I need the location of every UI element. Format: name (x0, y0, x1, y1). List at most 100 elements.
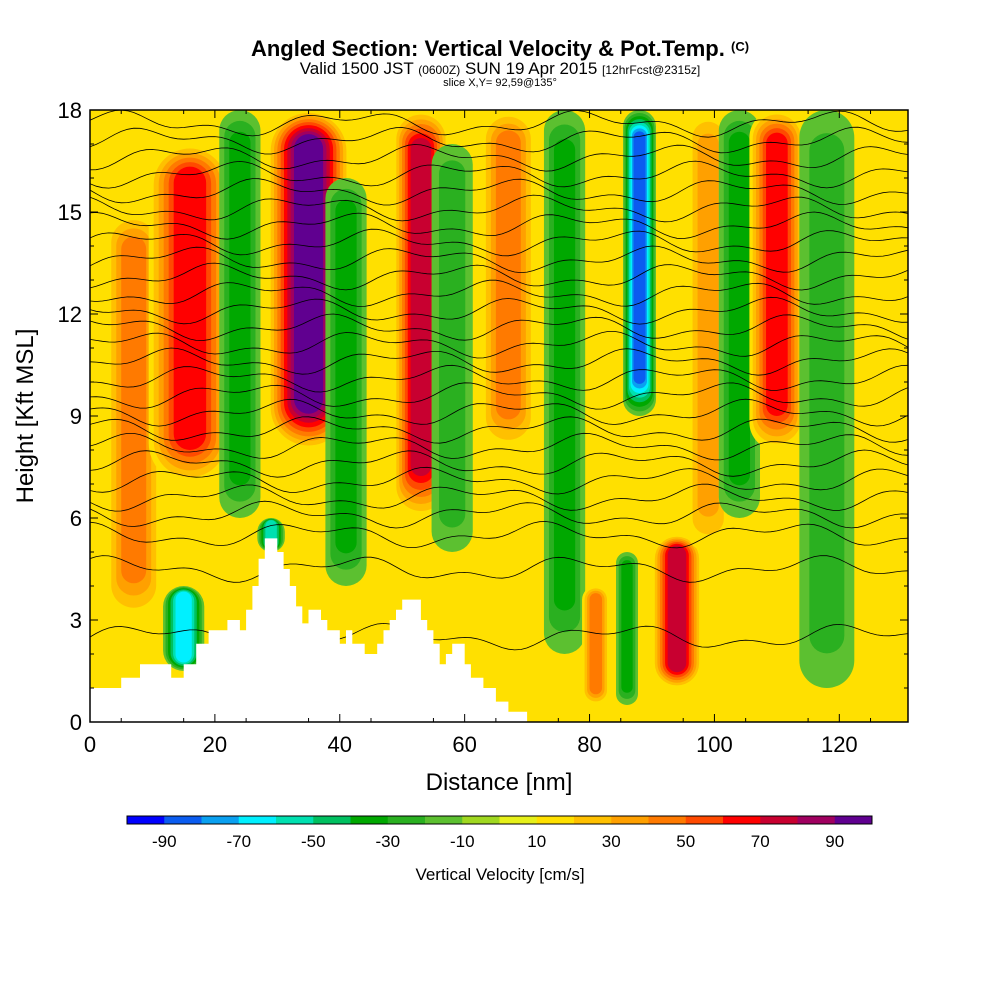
isentrope-line (90, 483, 908, 512)
chart-title-text: Angled Section: Vertical Velocity & Pot.… (250, 36, 725, 61)
x-tick-label: 120 (821, 732, 858, 757)
isentrope-line (90, 160, 908, 189)
isentrope-line (90, 364, 908, 393)
colorbar-tick-label: -50 (301, 832, 326, 851)
axes: 0 20 40 60 80 100 120 0 3 6 9 12 15 18 Distance [nm] He… (12, 98, 908, 796)
x-tick-label: 100 (696, 732, 733, 757)
isentropes (90, 110, 908, 651)
colorbar-swatch (276, 816, 314, 824)
velocity-band (410, 137, 432, 477)
colorbar-swatch (834, 816, 873, 824)
y-tick-label: 0 (70, 710, 82, 735)
x-tick-label: 40 (328, 732, 352, 757)
velocity-band (621, 560, 633, 693)
velocity-field (90, 110, 908, 722)
isentrope-line (90, 144, 908, 172)
velocity-band (175, 591, 192, 663)
velocity-column-11 (582, 586, 610, 705)
velocity-band (335, 199, 357, 554)
isentrope-line (90, 331, 908, 359)
velocity-band (439, 160, 466, 528)
colorbar-swatch (313, 816, 351, 824)
valid-time: Valid 1500 JST (299, 59, 414, 78)
y-tick-label: 6 (70, 506, 82, 531)
colorbar-frame (126, 815, 873, 825)
colorbar-swatch (127, 816, 165, 824)
velocity-column-8 (431, 144, 473, 552)
isentrope-line (90, 211, 908, 240)
velocity-band (589, 593, 603, 695)
colorbar-tick-label: 30 (602, 832, 621, 851)
isentrope-line (90, 432, 908, 461)
colorbar-swatch (387, 816, 426, 824)
colorbar-swatch (201, 816, 240, 824)
velocity-band (173, 166, 207, 450)
velocity-band (809, 133, 845, 654)
colorbar-tick-label: 50 (676, 832, 695, 851)
colorbar-swatch (164, 816, 202, 824)
isentrope-line (90, 279, 908, 307)
x-tick-label: 0 (84, 732, 96, 757)
isentrope-line (90, 126, 908, 155)
velocity-column-13 (616, 552, 638, 705)
colorbar-swatch (238, 816, 277, 824)
isentrope-line (90, 245, 908, 274)
colorbar-tick-label: 10 (527, 832, 546, 851)
forecast-info: [12hrFcst@2315z] (602, 63, 701, 77)
chart-subtitle: Valid 1500 JST (0600Z) SUN 19 Apr 2015 [… (0, 59, 1000, 79)
velocity-column-1 (148, 144, 232, 484)
valid-zulu: (0600Z) (418, 63, 461, 77)
isentrope-line (90, 262, 908, 291)
velocity-band (633, 131, 646, 384)
velocity-column-17 (749, 110, 805, 450)
velocity-band (293, 134, 324, 414)
y-tick-label: 9 (70, 404, 82, 429)
colorbar-tick-label: 90 (825, 832, 844, 851)
colorbar-swatch (350, 816, 389, 824)
velocity-band (495, 130, 521, 420)
colorbar-swatch (760, 816, 798, 824)
slice-info: slice X,Y= 92,59@135° (443, 77, 557, 89)
x-tick-label: 60 (452, 732, 476, 757)
isentrope-line (90, 110, 908, 138)
colorbar-tick-label: -30 (375, 832, 400, 851)
terrain (90, 538, 908, 722)
y-axis-label: Height [Kft MSL] (12, 329, 39, 504)
colorbar-tick-label: -10 (450, 832, 475, 851)
chart-title: Angled Section: Vertical Velocity & Pot.… (0, 36, 1000, 62)
isentrope-line (90, 178, 908, 206)
velocity-band (553, 139, 576, 611)
isentrope-line (90, 555, 908, 583)
colorbar: -90 -70 -50 -30 -10 10 30 50 70 90 Vertical Veloci… (126, 815, 873, 884)
velocity-column-3 (219, 110, 261, 518)
colorbar-swatch (425, 816, 463, 824)
velocity-column-10 (543, 110, 586, 654)
velocity-band (121, 236, 147, 584)
isentrope-line (90, 228, 908, 257)
colorbar-swatch (648, 816, 687, 824)
velocity-column-14 (652, 535, 702, 688)
colorbar-swatch (685, 816, 724, 824)
colorbar-swatch (611, 816, 649, 824)
colorbar-swatch (499, 816, 538, 824)
colorbar-swatch (536, 816, 575, 824)
isentrope-line (90, 500, 908, 529)
colorbar-swatch (723, 816, 761, 824)
isentrope-line (90, 382, 908, 410)
isentrope-line (90, 347, 908, 376)
colorbar-swatch (797, 816, 836, 824)
colorbar-label: Vertical Velocity [cm/s] (415, 865, 584, 884)
x-tick-label: 80 (577, 732, 601, 757)
isentrope-line (90, 416, 908, 444)
chart-title-unit: (C) (731, 39, 750, 54)
velocity-column-15 (687, 110, 729, 552)
velocity-band (229, 131, 251, 486)
isentrope-line (90, 313, 908, 342)
colorbar-tick-label: -90 (152, 832, 177, 851)
isentrope-line (90, 194, 908, 223)
x-tick-label: 20 (203, 732, 227, 757)
colorbar-swatch (574, 816, 612, 824)
velocity-column-2 (163, 586, 205, 671)
velocity-column-6 (325, 178, 367, 586)
